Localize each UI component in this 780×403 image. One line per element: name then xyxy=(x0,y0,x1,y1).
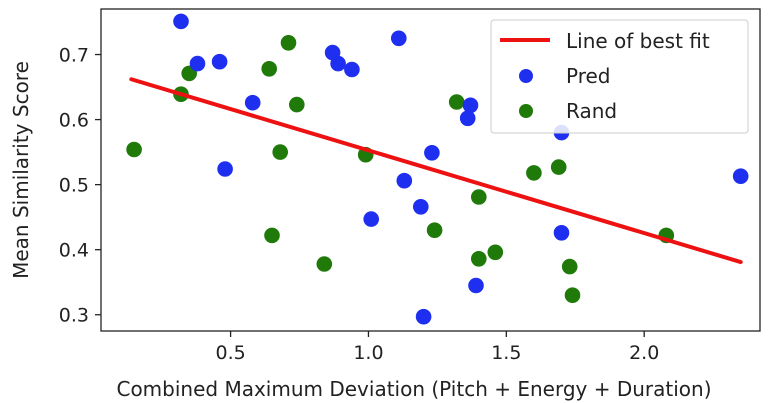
point-rand-7 xyxy=(288,96,305,113)
point-pred-11 xyxy=(412,199,429,215)
point-rand-14 xyxy=(487,244,504,261)
point-pred-7 xyxy=(344,61,360,78)
point-pred-18 xyxy=(553,225,570,241)
legend-label-fit-line: Line of best fit xyxy=(566,29,710,53)
y-tick-label: 0.5 xyxy=(59,175,89,197)
point-pred-14 xyxy=(459,110,476,127)
x-tick-label: 2.0 xyxy=(629,342,659,364)
point-rand-11 xyxy=(448,94,465,110)
point-rand-6 xyxy=(280,34,297,51)
point-pred-4 xyxy=(244,94,261,111)
point-rand-16 xyxy=(550,159,567,175)
legend-swatch-rand xyxy=(519,104,533,118)
point-rand-12 xyxy=(470,189,487,205)
point-pred-15 xyxy=(462,97,479,114)
y-tick-label: 0.4 xyxy=(59,240,89,262)
point-pred-16 xyxy=(468,277,484,294)
point-rand-8 xyxy=(316,256,333,272)
point-rand-18 xyxy=(564,287,581,304)
x-tick-label: 1.5 xyxy=(491,342,521,364)
legend-label-rand: Rand xyxy=(566,99,617,123)
legend-swatch-pred xyxy=(519,69,533,83)
y-tick-label: 0.6 xyxy=(59,110,89,132)
point-rand-4 xyxy=(264,227,280,244)
point-rand-3 xyxy=(261,61,278,77)
point-pred-10 xyxy=(396,172,413,189)
point-pred-19 xyxy=(732,168,749,184)
plot-marks xyxy=(126,13,749,325)
point-pred-1 xyxy=(189,55,206,72)
point-pred-13 xyxy=(424,145,440,161)
y-axis-label: Mean Similarity Score xyxy=(9,61,33,279)
point-rand-15 xyxy=(526,165,542,181)
point-pred-9 xyxy=(390,30,407,47)
point-pred-8 xyxy=(363,211,380,227)
point-pred-3 xyxy=(217,161,233,177)
line-of-best-fit xyxy=(129,77,743,265)
point-pred-12 xyxy=(415,308,432,325)
point-rand-5 xyxy=(272,144,289,160)
point-pred-2 xyxy=(211,53,228,70)
legend-box xyxy=(490,19,749,134)
point-pred-0 xyxy=(173,13,189,30)
y-tick-label: 0.3 xyxy=(59,305,89,327)
point-rand-17 xyxy=(561,258,578,275)
point-rand-0 xyxy=(126,141,142,158)
x-tick-label: 0.5 xyxy=(215,342,245,364)
point-rand-13 xyxy=(470,250,487,267)
plot-frame xyxy=(100,8,761,332)
y-tick-label: 0.7 xyxy=(59,45,89,67)
axis-ticks: 0.5 1.0 1.5 2.0 0.3 0.4 0.5 0.6 0.7 xyxy=(59,45,660,364)
x-axis-label: Combined Maximum Deviation (Pitch + Ener… xyxy=(116,377,711,401)
legend-label-pred: Pred xyxy=(566,64,611,88)
point-rand-10 xyxy=(426,222,443,238)
x-tick-label: 1.0 xyxy=(353,342,383,364)
legend: Line of best fit Pred Rand xyxy=(490,19,749,134)
point-pred-6 xyxy=(330,55,346,72)
